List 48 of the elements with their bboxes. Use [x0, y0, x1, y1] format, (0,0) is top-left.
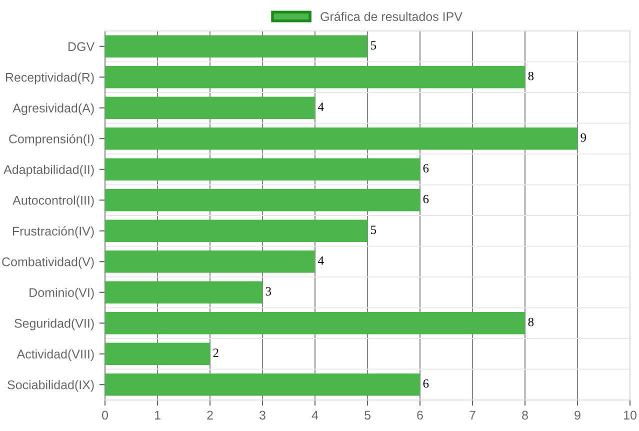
- data-label: 4: [318, 256, 324, 265]
- data-label: 5: [371, 226, 376, 234]
- data-label: 2: [213, 348, 218, 357]
- bar: [105, 96, 315, 119]
- bar: [105, 250, 315, 273]
- x-tick-label: 1: [154, 410, 160, 420]
- data-label: 8: [528, 72, 534, 80]
- data-label: 5: [371, 41, 376, 50]
- x-tick-label: 5: [364, 410, 370, 420]
- data-label: 9: [580, 133, 586, 142]
- bar: [105, 220, 368, 242]
- bar: [105, 66, 525, 88]
- bar: [105, 342, 210, 365]
- y-tick-label: Dominio(VI): [30, 288, 94, 300]
- x-tick-label: 4: [312, 410, 318, 420]
- y-tick-label: Adaptabilidad(II): [4, 164, 94, 176]
- x-tick-label: 6: [417, 410, 423, 420]
- data-label: 6: [423, 164, 429, 173]
- bar: [105, 312, 525, 334]
- data-label: 6: [423, 379, 429, 388]
- y-tick-label: Actividad(VIII): [16, 349, 94, 361]
- y-tick-label: Frustración(IV): [12, 226, 94, 238]
- x-tick-label: 8: [522, 410, 528, 420]
- y-tick-label: Comprensión(I): [9, 134, 94, 146]
- bar: [105, 158, 420, 180]
- data-label: 4: [318, 102, 324, 111]
- bar: [105, 281, 262, 304]
- y-tick-label: Sociabilidad(IX): [8, 380, 94, 392]
- data-label: 6: [423, 194, 429, 204]
- x-tick-label: 3: [260, 410, 266, 420]
- x-tick-label: 9: [574, 410, 580, 420]
- x-tick-label: 0: [102, 410, 108, 420]
- y-tick-label: DGV: [68, 42, 95, 52]
- y-tick-label: Combatividad(V): [2, 257, 94, 269]
- y-tick-label: Autocontrol(III): [12, 196, 94, 208]
- data-label: 8: [528, 318, 534, 326]
- bar: [105, 128, 578, 150]
- bar: [105, 374, 420, 396]
- legend-label: Gráfica de resultados IPV: [320, 12, 462, 22]
- bar: [105, 35, 368, 58]
- x-tick-label: 10: [624, 410, 636, 420]
- x-tick-label: 2: [207, 410, 213, 420]
- data-label: 3: [266, 287, 272, 296]
- x-tick-label: 7: [470, 410, 476, 420]
- y-tick-label: Agresividad(A): [12, 103, 94, 115]
- y-tick-label: Seguridad(VII): [14, 318, 94, 330]
- y-tick-label: Receptividad(R): [6, 72, 94, 84]
- bar: [105, 189, 420, 212]
